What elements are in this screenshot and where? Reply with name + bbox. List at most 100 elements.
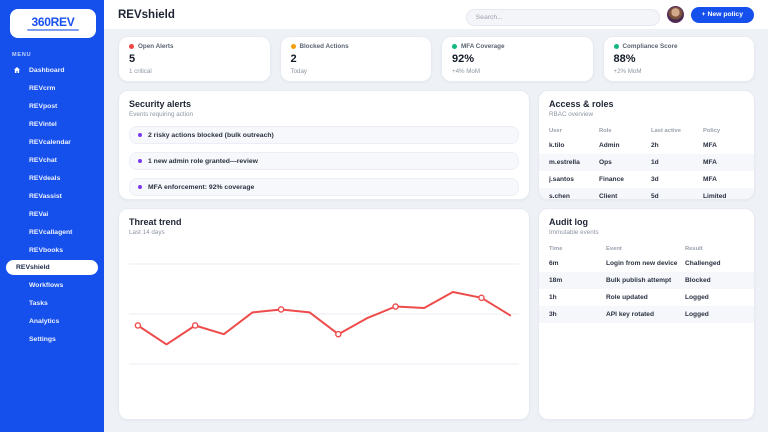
table-cell: 5d [651,193,659,200]
stat-card-mfa-coverage: MFA Coverage 92% +4% MoM [441,36,594,82]
sidebar-item-settings[interactable]: Settings [0,330,104,348]
sidebar-item-revchat[interactable]: REVchat [0,151,104,169]
stat-card-open-alerts: Open Alerts 5 1 critical [118,36,271,82]
sidebar-item-analytics[interactable]: Analytics [0,312,104,330]
sidebar-nav: Dashboard REVcrm REVpost REVintel REVcalenda… [0,61,104,348]
stat-value: 88% [613,53,636,65]
sidebar: 360REV MENU Dashboard REVcrm REVpost REVint… [0,0,104,432]
stat-label: Compliance Score [622,43,678,50]
column-header: Last active [651,127,681,134]
security-alert-item[interactable]: MFA enforcement: 92% coverage [129,178,519,196]
sidebar-item-revshield[interactable]: REVshield [6,260,98,275]
sidebar-item-label: Settings [29,335,56,343]
stat-subtext: +4% MoM [452,68,481,75]
table-cell: Bulk publish attempt [606,277,672,284]
menu-section-label: MENU [12,52,32,58]
status-dot [129,44,134,49]
table-header-row: Time Event Result [539,242,754,255]
stat-card-header: MFA Coverage [452,43,583,50]
sidebar-item-revai[interactable]: REVai [0,205,104,223]
new-policy-button[interactable]: + New policy [690,6,754,23]
threat-trend-line-chart [129,263,519,365]
table-cell: 1d [651,159,659,166]
access-roles-panel: Access & roles RBAC overview User Role Las… [538,90,755,200]
stat-subtext: Today [290,68,308,75]
threat-trend-panel: Threat trend Last 14 days [118,208,530,420]
sidebar-item-label: Workflows [29,281,64,289]
access-roles-subtitle: RBAC overview [549,111,594,118]
chart-data-point [134,322,142,329]
column-header: Role [599,127,612,134]
sidebar-item-revpost[interactable]: REVpost [0,97,104,115]
alert-text: MFA enforcement: 92% coverage [148,183,255,191]
security-alerts-subtitle: Events requiring action [129,111,194,118]
page-title: REVshield [118,8,175,21]
table-row: 18m Bulk publish attempt Blocked [539,272,754,289]
sidebar-item-label: REVintel [29,120,57,128]
sidebar-item-label: REVshield [16,264,50,271]
sidebar-item-label: Tasks [29,299,48,307]
stat-subtext: +2% MoM [613,68,642,75]
chart-data-point [277,306,285,313]
sidebar-item-revcrm[interactable]: REVcrm [0,79,104,97]
sidebar-item-label: REVpost [29,102,58,110]
table-cell: 1h [549,294,557,301]
sidebar-item-dashboard[interactable]: Dashboard [0,61,104,79]
sidebar-item-tasks[interactable]: Tasks [0,294,104,312]
sidebar-item-label: Analytics [29,317,60,325]
dashboard-content: Open Alerts 5 1 critical Blocked Actions 2 To… [104,30,768,432]
alert-text: 1 new admin role granted—review [148,157,258,165]
access-roles-title: Access & roles [549,99,614,109]
sidebar-item-revbooks[interactable]: REVbooks [0,241,104,259]
sidebar-item-label: REVdeals [29,174,61,182]
table-cell: Client [599,193,618,200]
sidebar-item-revcallagent[interactable]: REVcallagent [0,223,104,241]
stat-card-compliance-score: Compliance Score 88% +2% MoM [602,36,755,82]
security-alerts-list: 2 risky actions blocked (bulk outreach) 1… [129,126,519,196]
alert-dot [138,133,142,137]
column-header: User [549,127,562,134]
audit-log-panel: Audit log Immutable events Time Event Resu… [538,208,755,420]
sidebar-item-label: REVbooks [29,246,63,254]
stats-row: Open Alerts 5 1 critical Blocked Actions 2 To… [118,36,755,82]
security-alert-item[interactable]: 1 new admin role granted—review [129,152,519,170]
table-cell: Admin [599,142,620,149]
app-logo[interactable]: 360REV [10,9,96,38]
table-cell: MFA [703,142,717,149]
sidebar-item-revintel[interactable]: REVintel [0,115,104,133]
table-cell: m.estrella [549,159,580,166]
stat-value: 2 [290,53,297,65]
search-input[interactable] [465,9,660,26]
sidebar-item-label: REVcallagent [29,228,73,236]
stat-card-header: Compliance Score [613,43,745,50]
audit-log-subtitle: Immutable events [549,229,599,236]
table-row: 3h API key rotated Logged [539,306,754,323]
sidebar-item-label: REVai [29,210,49,218]
sidebar-item-revassist[interactable]: REVassist [0,187,104,205]
stat-subtext: 1 critical [129,68,152,75]
table-row: s.chen Client 5d Limited [539,188,754,200]
table-cell: j.santos [549,176,574,183]
sidebar-item-label: REVcrm [29,84,56,92]
security-alert-item[interactable]: 2 risky actions blocked (bulk outreach) [129,126,519,144]
alert-text: 2 risky actions blocked (bulk outreach) [148,131,274,139]
user-avatar[interactable] [666,6,684,23]
table-cell: Finance [599,176,624,183]
alert-dot [138,159,142,163]
top-bar: REVshield + New policy [104,0,768,30]
home-icon [13,66,21,74]
audit-log-title: Audit log [549,217,588,227]
table-cell: Challenged [685,260,721,267]
table-cell: Ops [599,159,612,166]
table-cell: 3d [651,176,659,183]
sidebar-item-revcalendar[interactable]: REVcalendar [0,133,104,151]
column-header: Event [606,245,622,252]
sidebar-item-revdeals[interactable]: REVdeals [0,169,104,187]
stat-card-blocked-actions: Blocked Actions 2 Today [279,36,432,82]
sidebar-item-workflows[interactable]: Workflows [0,276,104,294]
table-row: k.tilo Admin 2h MFA [539,137,754,154]
status-dot [613,44,619,49]
table-cell: s.chen [549,193,570,200]
table-cell: 2h [651,142,659,149]
